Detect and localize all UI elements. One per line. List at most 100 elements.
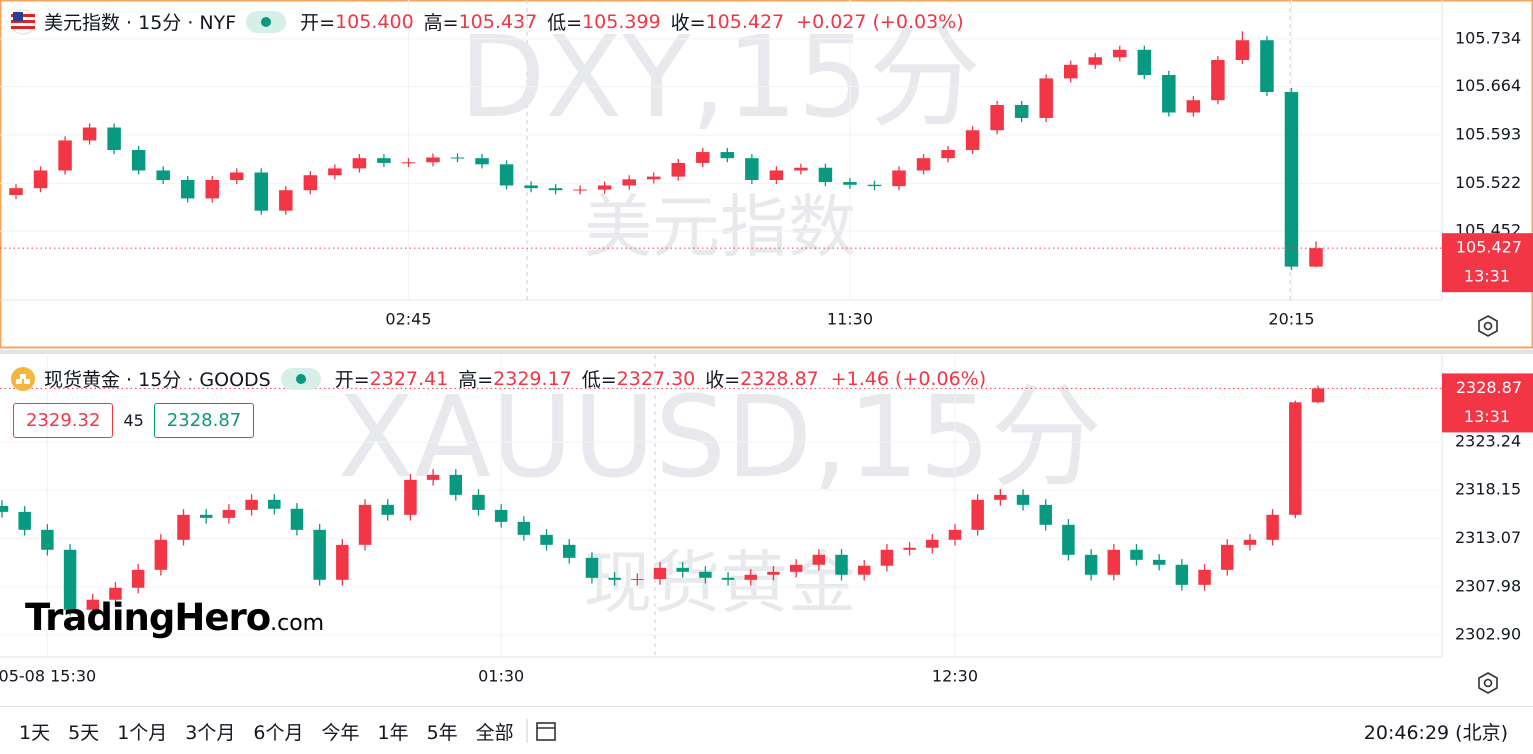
y-tick-label: 2318.15 (1455, 480, 1521, 499)
candle-body (494, 509, 508, 522)
candle-body (401, 162, 416, 164)
candle-body (426, 157, 440, 163)
candle-body (1175, 564, 1189, 585)
y-tick-label: 2307.98 (1455, 576, 1521, 595)
candle-body (199, 514, 213, 518)
candle-body (563, 544, 576, 558)
x-tick-label: 05-08 15:30 (0, 667, 96, 686)
candle-body (1014, 105, 1029, 118)
candle-body (941, 150, 955, 159)
y-tick-label: 2323.24 (1455, 431, 1521, 450)
last-price-box (1442, 373, 1533, 433)
candle-body (1311, 388, 1325, 403)
ohlc-value: 105.400 (335, 10, 414, 33)
range-button[interactable]: 1年 (377, 721, 409, 744)
candle-body (426, 474, 440, 480)
symbol-title: 现货黄金 · 15分 · GOODS (44, 369, 271, 391)
date-range-button[interactable] (523, 716, 563, 746)
candle-body (548, 188, 563, 191)
market-status[interactable] (246, 10, 287, 33)
ohlc-label: 高= (458, 369, 494, 391)
candle-body (254, 172, 269, 211)
sell-price[interactable]: 2329.32 (13, 403, 114, 438)
ohlc-value: 2327.30 (616, 367, 696, 390)
candle-body (812, 554, 826, 565)
ohlc-value: 105.399 (582, 10, 661, 33)
candle-body (720, 152, 735, 159)
bid-ask: 2329.32 45 2328.87 (13, 403, 255, 438)
candle-body (573, 189, 587, 191)
candle-body (156, 170, 170, 180)
range-button[interactable]: 今年 (321, 721, 360, 744)
candle-body (1039, 78, 1053, 118)
range-button[interactable]: 1个月 (117, 721, 168, 744)
candle-body (1063, 64, 1078, 79)
candle-body (671, 162, 686, 177)
range-button[interactable]: 3个月 (185, 721, 236, 744)
settings-button[interactable] (1478, 315, 1498, 337)
candle-body (1221, 544, 1234, 570)
range-button[interactable]: 5年 (426, 721, 458, 744)
range-button[interactable]: 6个月 (253, 721, 304, 744)
candle-body (230, 172, 244, 180)
candle-body (622, 179, 636, 186)
candle-body (268, 499, 281, 509)
candle-body (1235, 40, 1250, 60)
candle-body (33, 170, 48, 189)
symbol-title: 美元指数 · 15分 · NYF (44, 12, 237, 34)
candle-body (524, 185, 538, 189)
candle-body (597, 185, 612, 190)
range-button[interactable]: 1天 (19, 721, 51, 744)
buy-price[interactable]: 2328.87 (153, 403, 255, 438)
gold-icon (11, 366, 35, 391)
candle-body (646, 176, 661, 180)
candle-body (1309, 248, 1323, 267)
candle-body (653, 567, 667, 580)
candle-body (1211, 60, 1225, 101)
candle-body (131, 569, 145, 588)
candle-body (1062, 524, 1075, 555)
candle-body (1198, 569, 1211, 585)
candle-body (789, 564, 803, 572)
candle-body (903, 547, 916, 550)
y-tick-label: 105.522 (1455, 173, 1521, 192)
candle-body (245, 499, 258, 510)
ohlc-label: 收= (705, 369, 741, 391)
market-status[interactable] (280, 367, 321, 390)
ohlc-value: 2329.17 (493, 367, 572, 390)
candle-body (994, 494, 1007, 500)
candle-body (1152, 559, 1166, 565)
candle-body (1039, 504, 1052, 525)
watermark: XAUUSD,15分 (338, 373, 1103, 503)
candle-body (1289, 402, 1302, 515)
y-tick-label: 2313.07 (1455, 528, 1521, 547)
price-change: +0.027 (+0.03%) (796, 10, 964, 33)
candle-body (767, 571, 780, 575)
y-tick-label: 2302.90 (1455, 625, 1521, 644)
watermark: DXY,15分 (459, 13, 981, 143)
candle-body (313, 529, 326, 580)
candle-body (475, 158, 489, 165)
ohlc-label: 低= (581, 369, 617, 391)
logo-name: TradingHero (25, 596, 271, 639)
candle-body (835, 554, 848, 575)
candle-body (1088, 57, 1102, 65)
candle-body (180, 180, 195, 199)
candle-body (499, 164, 514, 186)
candle-body (58, 140, 72, 171)
candle-body (18, 511, 31, 530)
range-button[interactable]: 全部 (475, 721, 514, 744)
ohlc-label: 开= (334, 369, 370, 391)
candle-body (540, 534, 553, 545)
ohlc-label: 收= (670, 12, 706, 34)
candle-body (1084, 554, 1098, 575)
candle-body (63, 549, 77, 610)
last-price-box (1442, 233, 1533, 293)
candle-body (926, 539, 939, 548)
settings-button[interactable] (1478, 672, 1498, 694)
range-button[interactable]: 5天 (68, 721, 100, 744)
y-tick-label: 105.593 (1455, 125, 1521, 144)
candle-body (205, 180, 219, 199)
candle-body (177, 514, 190, 540)
